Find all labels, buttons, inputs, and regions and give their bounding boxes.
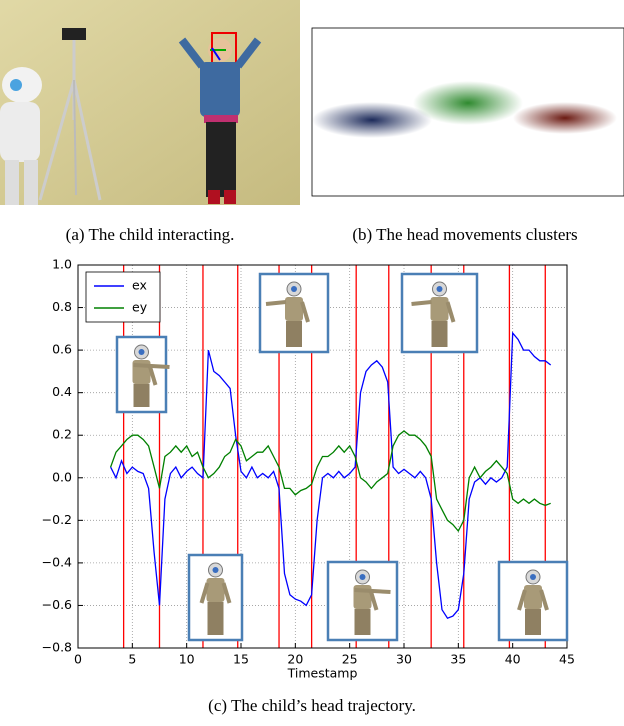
y-tick-label: 0.4	[52, 384, 72, 399]
robot-legs	[431, 321, 448, 347]
robot-arm	[517, 589, 527, 611]
y-tick-label: −0.2	[42, 512, 72, 527]
robot-arm	[199, 582, 210, 604]
x-tick-label: 40	[505, 652, 521, 667]
robot-arm	[300, 301, 310, 323]
trajectory-chart: −0.8 −0.6 −0.4 −0.2 0.0 0.2 0.4 0.6 0.8 1.0 0 5 10 15…	[42, 257, 575, 681]
robot-arm	[368, 589, 379, 611]
robot-legs	[207, 602, 224, 635]
x-tick-label: 35	[450, 652, 466, 667]
robot-arm	[221, 582, 232, 604]
plot-frame	[77, 264, 568, 649]
series-line	[109, 430, 551, 533]
robot-eye	[530, 574, 536, 580]
legend-box	[85, 271, 161, 323]
x-tick-label: 15	[233, 652, 249, 667]
robot-body	[285, 297, 303, 321]
robot-legs	[525, 609, 541, 635]
y-tick-label: 0.8	[52, 299, 72, 314]
robot-arm	[411, 300, 432, 306]
robot-arm	[265, 300, 287, 306]
x-tick-label: 30	[396, 652, 412, 667]
series-line	[110, 331, 552, 619]
x-tick-label: 20	[287, 652, 303, 667]
y-tick-label: 0.0	[52, 469, 72, 484]
x-tick-label: 10	[179, 652, 195, 667]
robot-body	[524, 585, 542, 609]
caption-b: (b) The head movements clusters	[352, 225, 577, 244]
robot-eye	[436, 286, 443, 292]
photo-panel	[0, 0, 300, 205]
x-tick-label: 45	[559, 652, 575, 667]
caption-a: (a) The child interacting.	[66, 225, 235, 244]
x-tick-label: 0	[74, 652, 82, 667]
robot-eye	[291, 286, 297, 292]
robot-eye	[359, 574, 366, 580]
cluster-panel	[311, 27, 624, 197]
y-tick-label: 0.6	[52, 342, 72, 357]
robot-legs	[286, 321, 302, 347]
y-tick-label: 0.2	[52, 427, 72, 442]
robot-insets	[115, 272, 569, 642]
robot-arm	[445, 301, 456, 323]
robot-arm	[147, 364, 158, 386]
robot-eye	[138, 349, 145, 355]
robot-eye	[212, 567, 219, 573]
y-tick-label: −0.8	[42, 640, 72, 655]
robot-body	[430, 297, 449, 321]
caption-c: (c) The child’s head trajectory.	[208, 696, 416, 715]
x-axis-label: Timestamp	[287, 666, 358, 681]
legend-label: ex	[132, 278, 147, 293]
x-tick-label: 5	[128, 652, 136, 667]
y-tick-label: −0.4	[42, 554, 72, 569]
robot-legs	[354, 609, 371, 635]
x-tick-label: 25	[342, 652, 358, 667]
legend-label: ey	[132, 300, 148, 315]
robot-body	[206, 578, 225, 602]
y-tick-label: −0.6	[42, 597, 72, 612]
robot-arm	[539, 589, 549, 611]
robot-legs	[133, 384, 150, 407]
y-tick-label: 1.0	[52, 257, 72, 272]
